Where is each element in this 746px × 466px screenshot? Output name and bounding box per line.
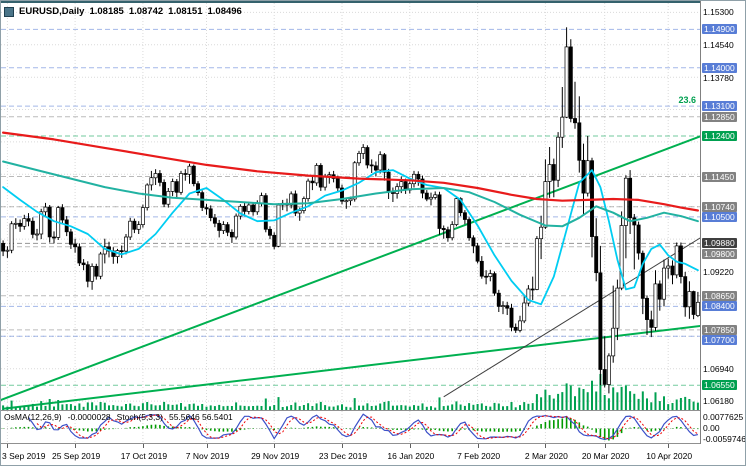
- date-label: 3 Sep 2019: [2, 451, 46, 461]
- chart-icon: [4, 6, 14, 17]
- horizontal-levels: [1, 28, 700, 386]
- price-grid-label: 1.06180: [703, 396, 734, 407]
- price-level-marker: 1.07700: [702, 335, 737, 346]
- indicator-axis-label: -0.0059746: [703, 434, 746, 444]
- price-grid-label: 1.14540: [703, 39, 734, 50]
- stoch-label: Stoch(5,3,3): [116, 412, 163, 422]
- price-level-marker: 1.14000: [702, 62, 737, 73]
- candlestick-chart[interactable]: [1, 3, 700, 410]
- close-value: 1.08496: [207, 6, 242, 17]
- indicator-axis-label: 0.0077625: [703, 412, 744, 422]
- low-value: 1.08151: [168, 6, 203, 17]
- main-chart-pane[interactable]: EURUSD,Daily 1.08185 1.08742 1.08151 1.0…: [1, 3, 700, 410]
- date-label: 20 Mar 2020: [581, 451, 630, 461]
- date-label: 17 Oct 2019: [120, 451, 168, 461]
- price-level-marker: 1.10500: [702, 212, 737, 223]
- price-level-marker: 1.08650: [702, 290, 737, 301]
- date-tick: [545, 444, 547, 448]
- price-level-marker: 1.14900: [702, 24, 737, 35]
- date-tick: [477, 444, 479, 448]
- price-level-marker: 1.09880: [702, 238, 737, 249]
- indicator-axis-label: 0.00: [703, 423, 720, 433]
- date-tick: [142, 444, 144, 448]
- pane-separator[interactable]: [1, 410, 745, 411]
- price-grid-label: 1.09220: [703, 266, 734, 277]
- price-grid-label: 1.06940: [703, 363, 734, 374]
- date-label: 16 Jan 2020: [387, 451, 435, 461]
- price-level-marker: 1.07850: [702, 324, 737, 335]
- indicator-pane[interactable]: OsMA(12,26,9) -0.0000028 Stoch(5,3,3) 55…: [1, 411, 700, 443]
- open-value: 1.08185: [89, 6, 124, 17]
- date-tick: [75, 444, 77, 448]
- price-level-marker: 1.12850: [702, 111, 737, 122]
- price-axis[interactable]: 1.15300 1.14900 1.14540 1.14000 1.13780 1.131…: [700, 1, 745, 444]
- volume-bars: [2, 374, 699, 410]
- date-tick: [206, 444, 208, 448]
- date-label: 23 Dec 2019: [318, 451, 368, 461]
- date-label: 2 Mar 2020: [524, 451, 568, 461]
- price-level-marker: 1.11450: [702, 171, 737, 182]
- price-level-marker: 1.10740: [702, 201, 737, 212]
- date-tick: [274, 444, 276, 448]
- chart-header: EURUSD,Daily 1.08185 1.08742 1.08151 1.0…: [4, 6, 242, 17]
- date-label: 29 Nov 2019: [251, 451, 300, 461]
- window-top-edge: [1, 1, 745, 3]
- date-label: 10 Apr 2020: [646, 451, 693, 461]
- date-label: 25 Sep 2019: [51, 451, 101, 461]
- date-axis[interactable]: 3 Sep 2019 25 Sep 2019 17 Oct 2019 7 Nov 20…: [1, 444, 745, 465]
- date-label: 7 Nov 2019: [185, 451, 230, 461]
- date-tick: [668, 444, 670, 448]
- high-value: 1.08742: [128, 6, 164, 17]
- date-tick: [409, 444, 411, 448]
- price-grid-label: 1.15300: [703, 7, 734, 18]
- price-level-marker: 1.12400: [702, 131, 737, 141]
- date-tick: [342, 444, 343, 448]
- fibo-236-label: 23.6: [678, 95, 696, 106]
- price-level-marker: 1.13100: [702, 101, 737, 112]
- price-level-marker: 1.09800: [702, 248, 737, 259]
- osma-label: OsMA(12,26,9): [4, 412, 62, 422]
- price-level-marker: 1.06550: [702, 380, 737, 391]
- symbol-period-label: EURUSD,Daily: [19, 6, 85, 17]
- indicator-header: OsMA(12,26,9) -0.0000028 Stoch(5,3,3) 55…: [4, 412, 233, 422]
- stoch-values: 55.5646 56.5401: [168, 412, 233, 422]
- date-tick: [7, 444, 9, 448]
- price-level-marker: 1.08400: [702, 301, 737, 312]
- price-grid-label: 1.13780: [703, 73, 734, 84]
- pane-separator-bottom: [1, 443, 745, 444]
- osma-value: -0.0000028: [67, 412, 111, 422]
- date-label: 7 Feb 2020: [457, 451, 501, 461]
- date-tick: [604, 444, 606, 448]
- indicator-chart[interactable]: [1, 411, 700, 443]
